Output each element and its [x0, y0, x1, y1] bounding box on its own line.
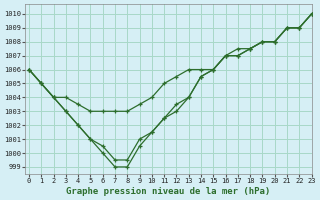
X-axis label: Graphe pression niveau de la mer (hPa): Graphe pression niveau de la mer (hPa): [66, 187, 271, 196]
